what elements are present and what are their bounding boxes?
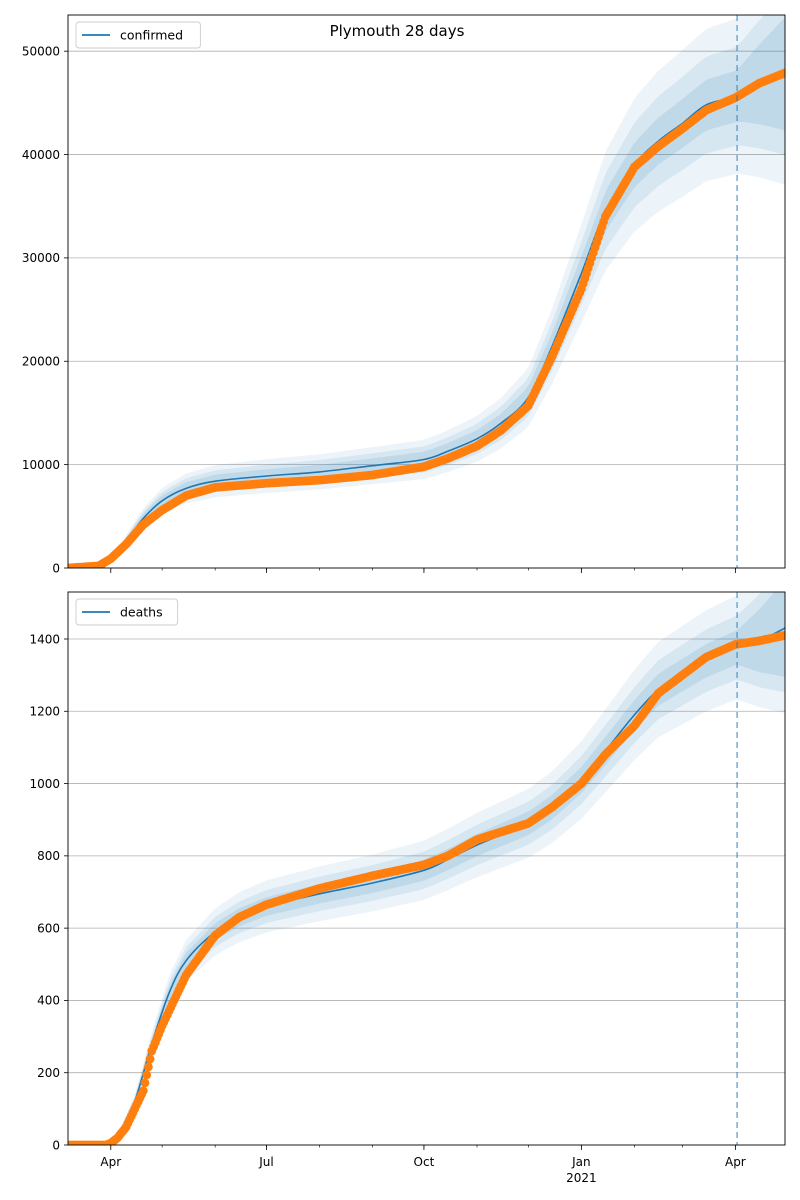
uncertainty-band bbox=[68, 15, 785, 568]
y-tick-label: 1400 bbox=[29, 632, 60, 646]
axes-frame bbox=[67, 14, 786, 569]
plot-area bbox=[68, 15, 785, 568]
legend: confirmed bbox=[75, 21, 201, 49]
legend-box bbox=[75, 598, 179, 626]
legend: deaths bbox=[75, 598, 179, 626]
y-tick-label: 400 bbox=[37, 994, 60, 1008]
y-tick-label: 200 bbox=[37, 1066, 60, 1080]
uncertainty-band bbox=[68, 15, 785, 568]
observed-point bbox=[780, 631, 785, 640]
observed-point bbox=[140, 1078, 150, 1088]
x-tick-year-label: 2021 bbox=[566, 1171, 597, 1185]
y-tick-label: 800 bbox=[37, 849, 60, 863]
figure-title: Plymouth 28 days bbox=[330, 22, 465, 40]
y-tick-label: 1000 bbox=[29, 777, 60, 791]
observed-point bbox=[144, 1062, 153, 1072]
legend-label: deaths bbox=[120, 605, 163, 620]
legend-label: confirmed bbox=[120, 28, 183, 43]
y-tick-label: 1200 bbox=[29, 705, 60, 719]
x-tick-label: Apr bbox=[725, 1155, 746, 1169]
x-tick-label: Jan bbox=[571, 1155, 591, 1169]
x-tick-label: Oct bbox=[414, 1155, 435, 1169]
observed-point bbox=[145, 1054, 155, 1064]
plot-area bbox=[68, 592, 785, 1145]
deaths-panel: 0 200 400 600 800 1000 1200 1400 Apr Jul Oct Jan 202… bbox=[29, 591, 786, 1185]
y-tick-label: 10000 bbox=[22, 458, 60, 472]
observed-point bbox=[138, 1086, 148, 1096]
y-tick-label: 20000 bbox=[22, 355, 60, 369]
observed-point bbox=[142, 1070, 152, 1080]
y-tick-label: 0 bbox=[52, 1138, 60, 1152]
y-tick-label: 30000 bbox=[22, 251, 60, 265]
y-tick-label: 40000 bbox=[22, 148, 60, 162]
uncertainty-band bbox=[68, 17, 785, 568]
axes-frame bbox=[67, 591, 786, 1146]
y-tick-label: 600 bbox=[37, 921, 60, 935]
confirmed-panel: 0 10000 20000 30000 40000 50000 confirmed bbox=[22, 14, 786, 575]
y-tick-label: 0 bbox=[52, 561, 60, 575]
observed-points bbox=[68, 631, 785, 1145]
observed-point bbox=[780, 68, 785, 78]
y-tick-label: 50000 bbox=[22, 44, 60, 58]
x-tick-label: Jul bbox=[258, 1155, 273, 1169]
legend-box bbox=[75, 21, 201, 49]
observed-points bbox=[68, 68, 785, 568]
x-tick-label: Apr bbox=[100, 1155, 121, 1169]
